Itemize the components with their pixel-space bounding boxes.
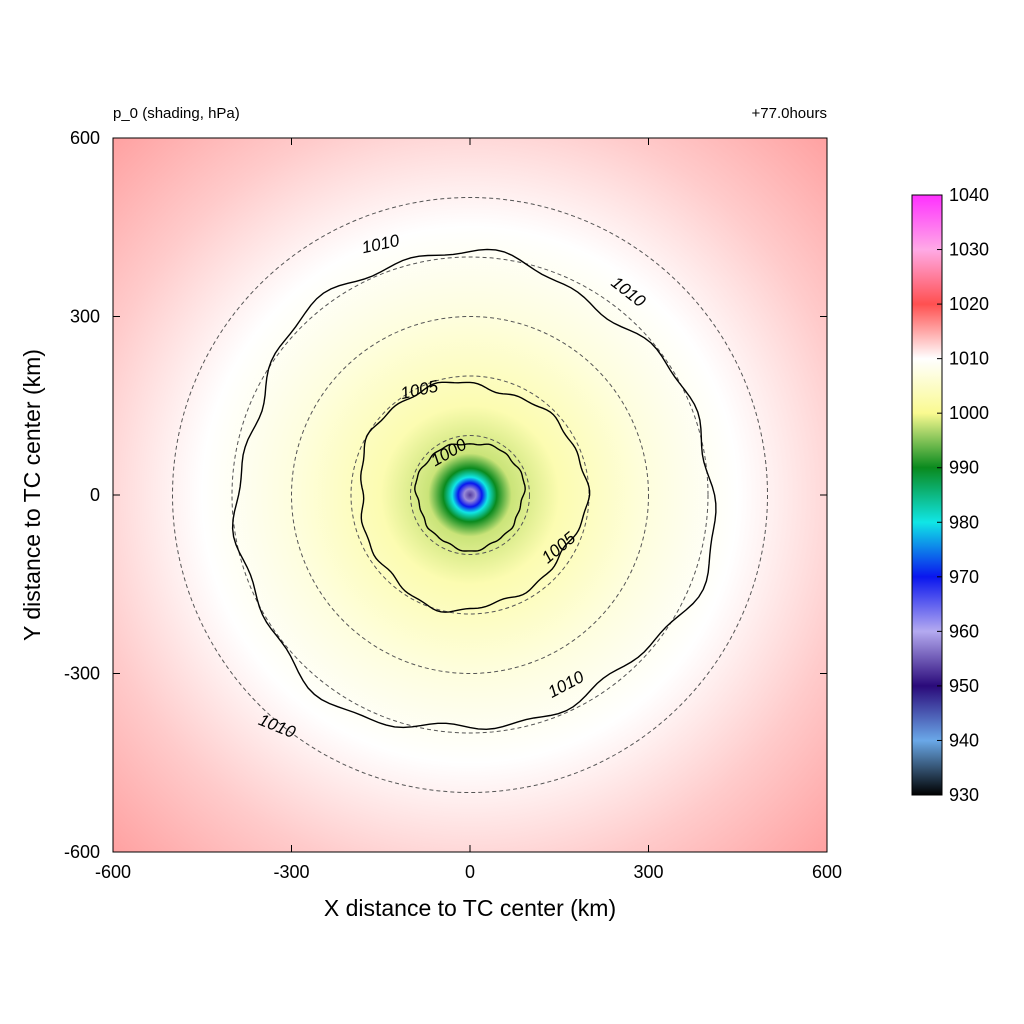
colorbar-tick-label: 1020 — [949, 294, 989, 314]
y-axis-label: Y distance to TC center (km) — [19, 349, 45, 641]
y-tick-label: 300 — [70, 307, 100, 327]
contour-1010 — [231, 248, 717, 731]
contour-1005 — [360, 381, 591, 613]
colorbar-tick-label: 1010 — [949, 349, 989, 369]
reference-circle — [291, 316, 649, 674]
y-axis-ticks: -600 -300 0 300 600 — [64, 128, 827, 862]
contour-1000 — [414, 443, 526, 552]
x-tick-label: 300 — [633, 862, 663, 882]
reference-circle — [172, 197, 768, 793]
x-tick-label: 600 — [812, 862, 842, 882]
colorbar-gradient — [911, 194, 943, 796]
colorbar-tick-label: 960 — [949, 621, 979, 641]
y-tick-label: 600 — [70, 128, 100, 148]
contour-lines — [231, 248, 717, 731]
colorbar-tick-label: 930 — [949, 785, 979, 805]
colorbar-tick-label: 990 — [949, 458, 979, 478]
y-tick-label: -600 — [64, 842, 100, 862]
colorbar-tick-label: 980 — [949, 512, 979, 532]
x-tick-label: 0 — [465, 862, 475, 882]
colorbar-tick-label: 950 — [949, 676, 979, 696]
colorbar-tick-label: 1000 — [949, 403, 989, 423]
x-axis-ticks: -600 -300 0 300 600 — [95, 138, 842, 882]
chart-title-left: p_0 (shading, hPa) — [113, 105, 240, 122]
y-tick-label: 0 — [90, 485, 100, 505]
colorbar-tick-label: 1040 — [949, 185, 989, 205]
colorbar-ticks: 930 940 950 960 970 980 990 1000 1010 1020 1030 104… — [937, 185, 989, 805]
colorbar: 930 940 950 960 970 980 990 1000 1010 1020 1030 104… — [911, 185, 989, 805]
colorbar-tick-label: 1030 — [949, 240, 989, 260]
colorbar-tick-label: 970 — [949, 567, 979, 587]
reference-circle — [231, 256, 709, 734]
x-tick-label: -300 — [273, 862, 309, 882]
x-axis-label: X distance to TC center (km) — [324, 895, 616, 921]
y-tick-label: -300 — [64, 664, 100, 684]
pressure-field — [113, 138, 827, 852]
chart-title-right: +77.0hours — [752, 105, 827, 122]
x-tick-label: -600 — [95, 862, 131, 882]
reference-circle — [410, 435, 530, 555]
colorbar-tick-label: 940 — [949, 730, 979, 750]
